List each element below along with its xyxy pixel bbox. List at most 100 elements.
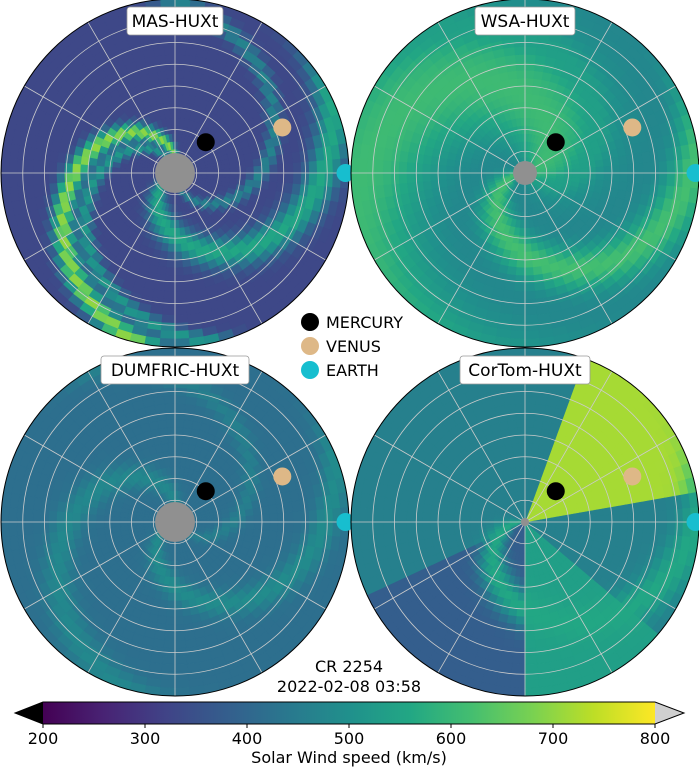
- speed-cell: [261, 172, 271, 182]
- speed-cell: [174, 687, 191, 696]
- grid-spoke: [24, 85, 176, 174]
- speed-cell: [634, 172, 644, 184]
- speed-cell: [159, 687, 176, 696]
- speed-cell: [71, 163, 81, 174]
- speed-cell: [666, 159, 676, 174]
- speed-cell: [308, 509, 318, 523]
- planet-venus: [273, 118, 292, 137]
- speed-cell: [174, 109, 181, 119]
- speed-cell: [24, 159, 34, 174]
- speed-cell: [284, 521, 294, 533]
- speed-cell: [174, 426, 184, 436]
- speed-cell: [530, 93, 540, 104]
- planet-mercury: [196, 482, 215, 501]
- speed-cell: [79, 164, 89, 174]
- speed-cell: [8, 172, 18, 188]
- speed-cell: [174, 0, 191, 8]
- speed-cell: [174, 403, 186, 413]
- speed-cell: [453, 166, 463, 174]
- speed-cell: [198, 521, 207, 526]
- speed-cell: [111, 161, 121, 169]
- speed-cell: [421, 172, 431, 183]
- speed-cell: [174, 450, 182, 460]
- speed-cell: [374, 159, 384, 174]
- speed-cell: [453, 160, 464, 168]
- speed-cell: [229, 177, 239, 185]
- speed-cell: [237, 521, 247, 529]
- speed-cell: [524, 251, 533, 261]
- speed-cell: [24, 172, 34, 187]
- inner-boundary-wsa: [513, 161, 537, 185]
- speed-cell: [437, 172, 447, 181]
- speed-cell: [366, 172, 376, 188]
- speed-cell: [268, 180, 278, 192]
- speed-cell: [8, 158, 18, 174]
- speed-cell: [167, 85, 176, 95]
- grid-spoke: [524, 85, 676, 174]
- speed-cell: [174, 592, 183, 602]
- speed-cell: [445, 165, 455, 174]
- grid-spoke: [174, 22, 263, 174]
- speed-cell: [174, 671, 190, 681]
- speed-cell: [182, 427, 192, 437]
- speed-cell: [674, 158, 684, 174]
- speed-cell: [56, 172, 66, 184]
- speed-cell: [524, 101, 532, 111]
- speed-cell: [316, 172, 326, 187]
- speed-cell: [206, 521, 215, 526]
- speed-cell: [160, 322, 176, 332]
- speed-cell: [143, 169, 152, 174]
- speed-cell: [515, 267, 526, 277]
- speed-cell: [519, 219, 526, 229]
- speed-cell: [422, 154, 432, 166]
- panel-wsa: WSA-HUXt: [350, 0, 699, 348]
- speed-cell: [156, 266, 168, 276]
- speed-cell: [174, 282, 186, 292]
- speed-cell: [524, 46, 537, 56]
- speed-cell: [324, 507, 334, 523]
- speed-cell: [511, 314, 526, 324]
- speed-cell: [532, 70, 544, 80]
- planet-mercury: [196, 133, 215, 152]
- speed-cell: [261, 521, 271, 531]
- speed-cell: [510, 322, 526, 332]
- speed-cell: [174, 235, 182, 245]
- speed-cell: [87, 172, 97, 181]
- speed-cell: [169, 227, 176, 237]
- speed-cell: [513, 290, 526, 300]
- speed-cell: [165, 267, 176, 277]
- polar-grid-mas: [1, 0, 349, 347]
- speed-cell: [163, 639, 176, 649]
- speed-cell: [398, 161, 408, 174]
- speed-cell: [509, 0, 526, 8]
- speed-cell: [16, 172, 26, 188]
- speed-cell: [165, 410, 176, 420]
- speed-cell: [524, 275, 535, 285]
- speed-cell: [24, 521, 34, 536]
- speed-cell: [519, 227, 526, 237]
- speed-cell: [351, 172, 360, 189]
- speed-cell: [642, 161, 652, 174]
- speed-cell: [252, 179, 263, 189]
- speed-cell: [252, 528, 263, 538]
- speed-cell: [180, 101, 188, 112]
- speed-cell: [168, 450, 176, 460]
- speed-cell: [169, 576, 176, 586]
- speed-cell: [111, 510, 121, 518]
- speed-cell: [269, 172, 279, 183]
- speed-cell: [515, 61, 526, 71]
- speed-cell: [587, 166, 597, 174]
- speed-cell: [316, 521, 326, 536]
- planet-venus: [623, 118, 642, 137]
- speed-cell: [236, 178, 247, 186]
- speed-cell: [48, 161, 58, 174]
- speed-cell: [162, 583, 170, 594]
- grid-spoke: [437, 22, 526, 174]
- speed-cell: [244, 178, 255, 188]
- speed-cell: [179, 109, 187, 119]
- speed-cell: [269, 521, 279, 532]
- speed-cell: [174, 639, 187, 649]
- speed-cell: [229, 521, 239, 528]
- speed-cell: [445, 172, 455, 181]
- speed-cell: [103, 166, 113, 174]
